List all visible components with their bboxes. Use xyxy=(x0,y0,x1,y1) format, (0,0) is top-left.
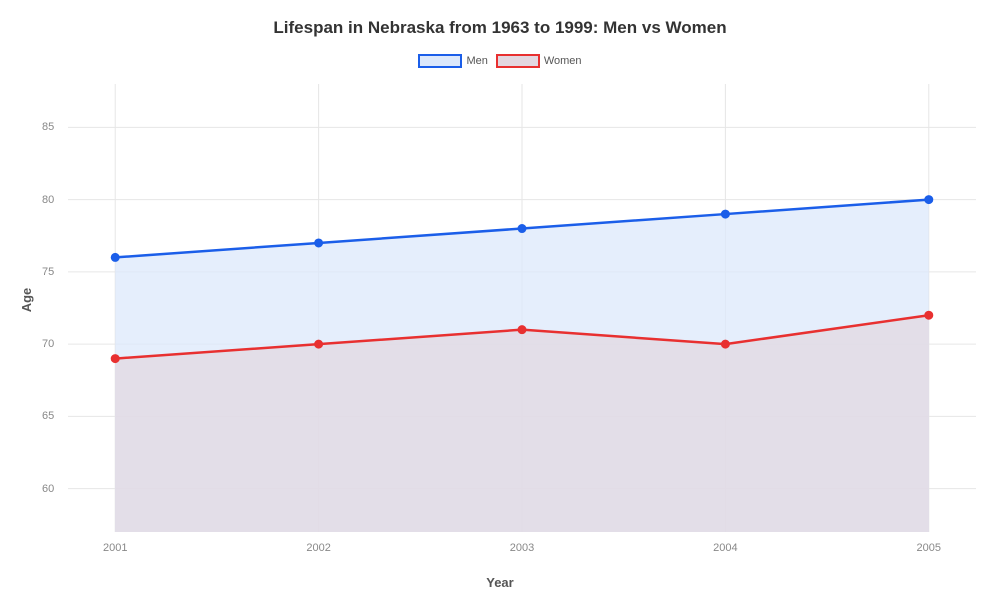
y-tick: 70 xyxy=(42,338,54,350)
y-axis-label: Age xyxy=(19,288,34,313)
y-tick: 85 xyxy=(42,121,54,133)
chart-title: Lifespan in Nebraska from 1963 to 1999: … xyxy=(0,18,1000,38)
x-tick: 2002 xyxy=(306,542,330,554)
legend-label-women: Women xyxy=(544,55,582,67)
legend-label-men: Men xyxy=(466,55,487,67)
legend-swatch-men xyxy=(418,54,462,68)
legend-item-women: Women xyxy=(496,54,582,68)
x-tick: 2003 xyxy=(510,542,534,554)
chart-legend: Men Women xyxy=(0,54,1000,68)
legend-item-men: Men xyxy=(418,54,487,68)
x-tick: 2004 xyxy=(713,542,737,554)
x-axis-label: Year xyxy=(0,575,1000,590)
y-tick: 80 xyxy=(42,194,54,206)
y-tick: 60 xyxy=(42,483,54,495)
y-tick: 65 xyxy=(42,410,54,422)
y-tick: 75 xyxy=(42,266,54,278)
chart-container: Lifespan in Nebraska from 1963 to 1999: … xyxy=(0,0,1000,600)
x-tick: 2001 xyxy=(103,542,127,554)
plot-area xyxy=(68,84,976,532)
plot-svg xyxy=(68,84,976,532)
legend-swatch-women xyxy=(496,54,540,68)
x-tick: 2005 xyxy=(917,542,941,554)
